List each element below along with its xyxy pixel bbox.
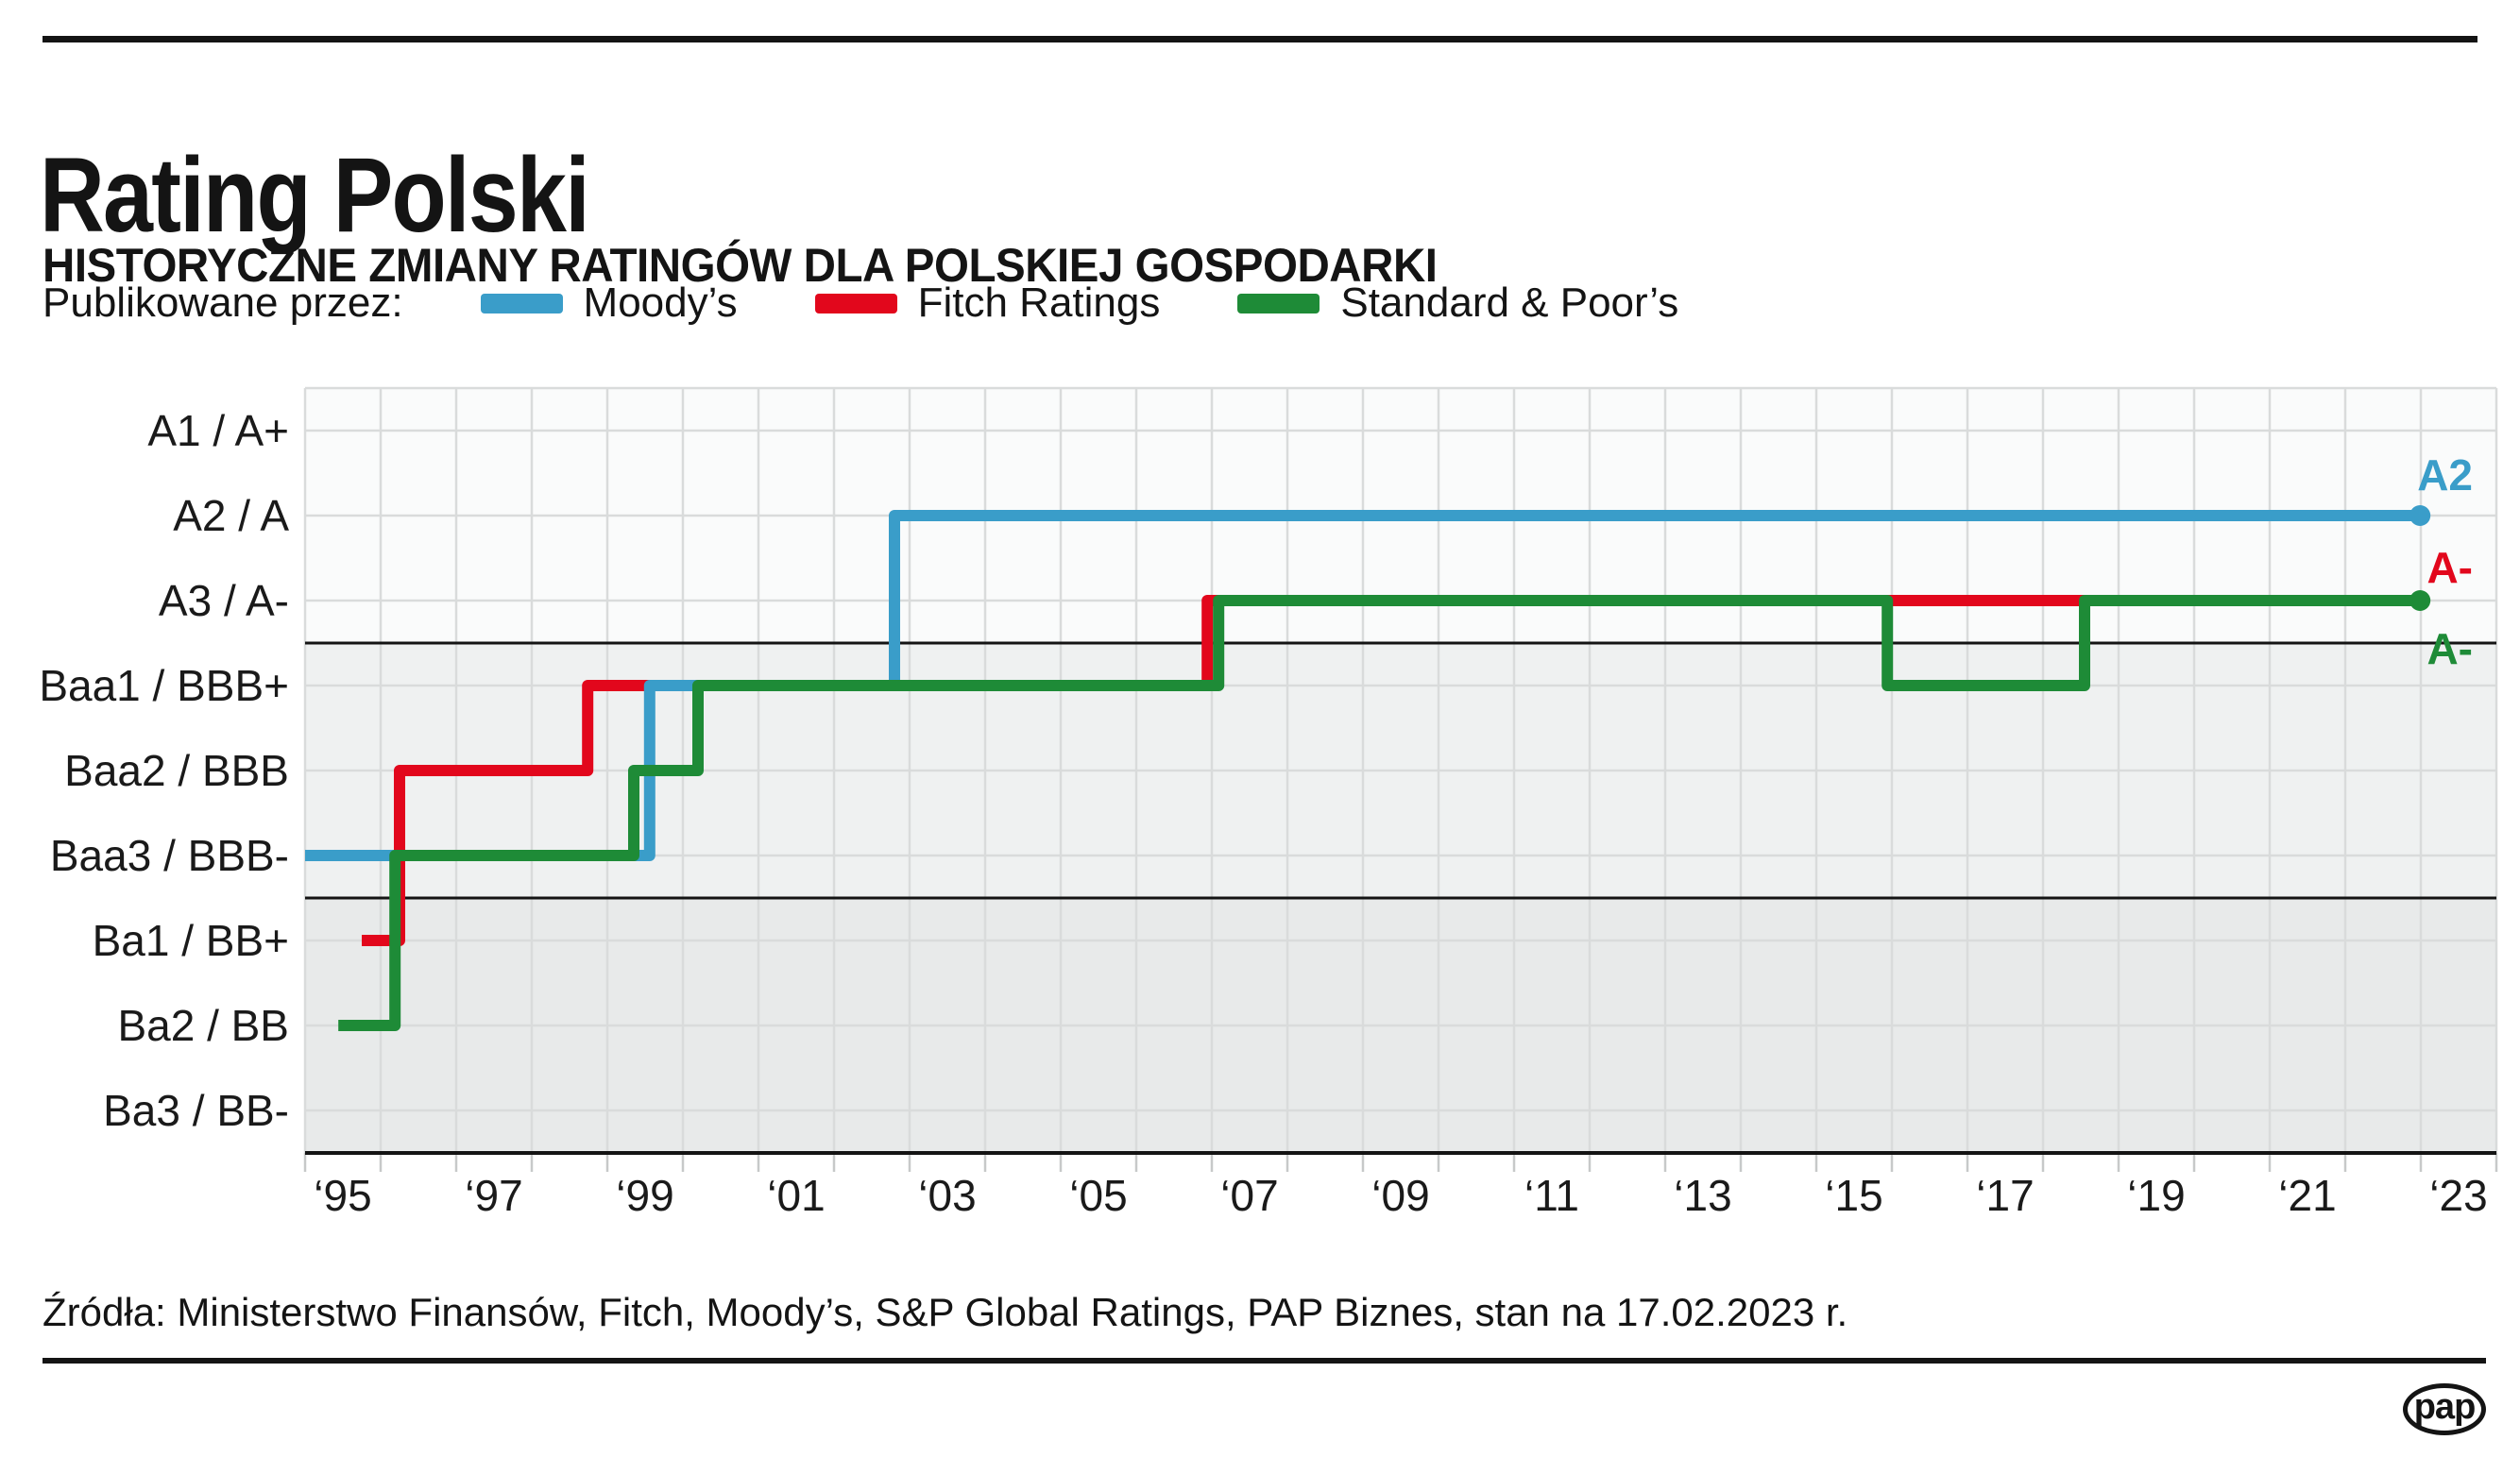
series-line-standard-poor-s: [338, 595, 2421, 1031]
fitch-color-swatch: [814, 293, 897, 313]
x-axis-label: ‘23: [2429, 1171, 2488, 1220]
legend-item-label: Standard & Poor’s: [1340, 280, 1679, 326]
series-end-label-fitch-ratings: A-: [2426, 543, 2473, 592]
x-axis-label: ‘95: [314, 1171, 372, 1220]
x-axis-label: ‘01: [767, 1171, 826, 1220]
y-axis-label: A3 / A-: [158, 576, 289, 625]
y-axis-label: Ba2 / BB: [117, 1001, 289, 1050]
x-axis-label: ‘19: [2127, 1171, 2186, 1220]
y-axis-label: Ba1 / BB+: [92, 916, 289, 965]
x-axis-label: ‘07: [1220, 1171, 1279, 1220]
legend: Publikowane przez: Moody’s Fitch Ratings…: [43, 276, 1678, 330]
series-end-label-moody-s: A2: [2417, 450, 2473, 500]
y-axis-label: Baa1 / BBB+: [39, 661, 289, 710]
pap-logo-text: pap: [2413, 1387, 2477, 1427]
bottom-rule: [43, 1358, 2486, 1364]
legend-item-label: Fitch Ratings: [917, 280, 1161, 326]
legend-item-fitch: Fitch Ratings: [814, 280, 1161, 327]
x-axis-label: ‘05: [1069, 1171, 1128, 1220]
series-end-label-standard-poor-s: A-: [2426, 624, 2473, 673]
sources-note: Źródła: Ministerstwo Finansów, Fitch, Mo…: [43, 1290, 1848, 1334]
moodys-color-swatch: [480, 293, 563, 313]
page-title: Rating Polski: [40, 136, 590, 255]
x-axis-label: ‘03: [918, 1171, 977, 1220]
series-end-dot-standard-poor-s: [2409, 590, 2431, 611]
sp-color-swatch: [1237, 293, 1320, 313]
pap-logo: pap: [2403, 1383, 2486, 1435]
x-axis-label: ‘15: [1825, 1171, 1883, 1220]
legend-item-sp: Standard & Poor’s: [1237, 280, 1678, 327]
x-axis-label: ‘17: [1976, 1171, 2035, 1220]
y-axis-label: Baa2 / BBB: [64, 746, 289, 795]
x-axis-label: ‘11: [1524, 1171, 1579, 1220]
y-axis-label: A1 / A+: [147, 406, 289, 455]
x-axis-label: ‘09: [1371, 1171, 1430, 1220]
y-axis-label: Baa3 / BBB-: [49, 831, 289, 880]
series-end-dot-moody-s: [2409, 505, 2431, 526]
x-axis-label: ‘97: [465, 1171, 523, 1220]
top-rule: [43, 36, 2477, 42]
legend-title: Publikowane przez:: [43, 280, 403, 326]
x-axis-label: ‘21: [2278, 1171, 2337, 1220]
y-axis-label: A2 / A: [173, 491, 289, 540]
page-subtitle: HISTORYCZNE ZMIANY RATINGÓW DLA POLSKIEJ…: [43, 238, 1438, 292]
y-axis-label: Ba3 / BB-: [103, 1086, 289, 1135]
legend-item-label: Moody’s: [583, 280, 738, 326]
legend-item-moodys: Moody’s: [480, 280, 738, 327]
x-axis-label: ‘13: [1674, 1171, 1732, 1220]
x-axis-label: ‘99: [616, 1171, 674, 1220]
